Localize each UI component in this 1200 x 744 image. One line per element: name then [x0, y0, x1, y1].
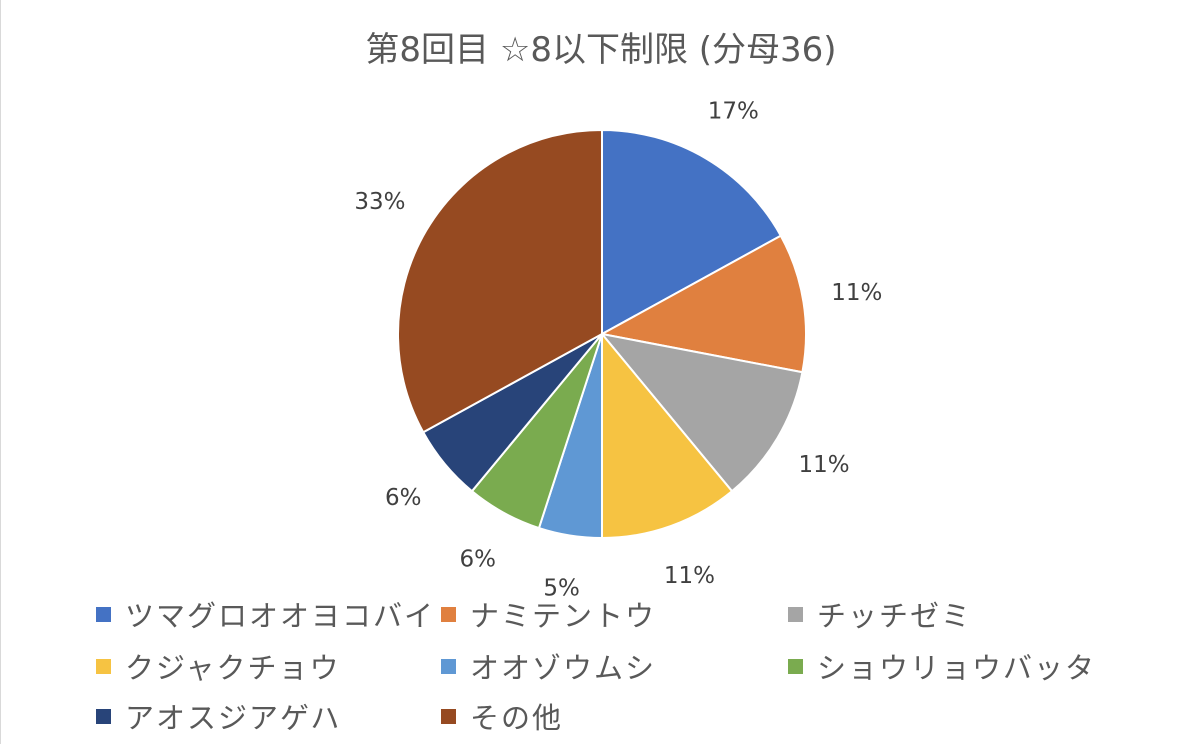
slice-data-label: 33%: [354, 189, 405, 215]
slice-data-label: 11%: [664, 563, 715, 589]
legend-swatch: [788, 606, 803, 622]
slice-data-label: 17%: [708, 98, 759, 124]
pie-slice: [397, 128, 603, 434]
legend-entry: クジャクチョウ: [96, 646, 341, 686]
slice-data-label: 6%: [385, 485, 422, 511]
legend-label: その他: [470, 701, 564, 735]
pie-slice: [599, 234, 807, 374]
pie-slice: [599, 332, 804, 493]
legend-swatch: [96, 708, 111, 724]
legend-entry: ナミテントウ: [441, 594, 656, 634]
legend-entry: オオゾウムシ: [441, 646, 656, 686]
legend-label: アオスジアゲハ: [125, 701, 342, 735]
legend-entry: ツマグロオオヨコバイ: [96, 594, 435, 634]
legend-label: チッチゼミ: [817, 599, 973, 633]
legend-entry: その他: [441, 696, 563, 736]
legend-swatch: [441, 606, 456, 622]
slice-data-label: 11%: [831, 280, 882, 306]
legend-entry: アオスジアゲハ: [96, 696, 341, 736]
pie-slice: [601, 128, 783, 336]
legend-swatch: [96, 658, 111, 674]
slice-data-label: 11%: [799, 452, 850, 478]
legend-entry: チッチゼミ: [788, 594, 972, 634]
legend-label: ツマグロオオヨコバイ: [125, 599, 436, 633]
legend-label: ショウリョウバッタ: [817, 651, 1097, 685]
slice-data-label: 5%: [543, 575, 580, 601]
legend-swatch: [441, 708, 456, 724]
legend-label: ナミテントウ: [470, 599, 657, 633]
chart-title: 第8回目 ☆8以下制限 (分母36): [365, 30, 837, 70]
legend-swatch: [441, 658, 456, 674]
legend-swatch: [788, 658, 803, 674]
legend-label: クジャクチョウ: [125, 651, 341, 685]
slice-data-label: 6%: [459, 547, 496, 573]
pie-slice: [601, 331, 734, 540]
legend-entry: ショウリョウバッタ: [788, 646, 1096, 686]
legend-swatch: [96, 606, 111, 622]
legend-label: オオゾウムシ: [470, 651, 657, 685]
